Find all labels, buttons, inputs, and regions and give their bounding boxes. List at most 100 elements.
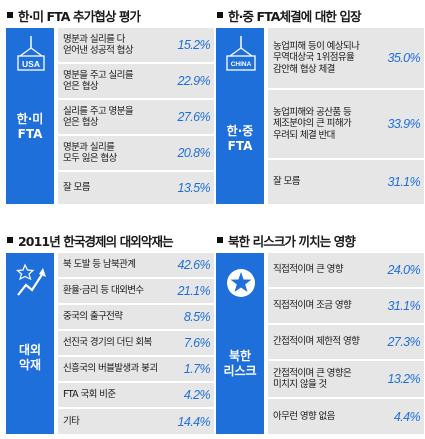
row-label: 중국의 출구전략 <box>58 311 123 323</box>
row-label-line: 제조분야의 큰 피해가 <box>273 118 352 130</box>
result-row: 신흥국의 버블발생과 붕괴 1.7% <box>58 357 214 381</box>
sidebar: CHINA 한·중 FTA <box>216 28 264 204</box>
row-label-line: 잘 모름 <box>63 182 90 194</box>
row-value: 35.0% <box>387 51 421 65</box>
sidebar-label: 한·중 FTA <box>216 124 264 154</box>
row-value: 33.9% <box>387 117 421 131</box>
panel-title-text: 한·미 FTA 추가협상 평가 <box>18 8 141 24</box>
result-row: 아무런 영향 없음 4.4% <box>268 399 424 434</box>
panel-korea-china-fta: 한·중 FTA체결에 대한 입장 CHINA 한·중 FTA 농업피해 등이 예… <box>216 4 424 204</box>
result-row: 잘 모름 13.5% <box>58 172 214 204</box>
row-label: 명분을 주고 실리를 얻은 협상 <box>58 69 134 93</box>
result-row: 직접적이며 조금 영향 31.1% <box>268 289 424 323</box>
row-label: 농업피해와 공산품 등 제조분야의 큰 피해가 우려되 체결 반대 <box>268 107 352 142</box>
sidebar: 대외 악재 <box>6 253 54 434</box>
result-row: 직접적이며 큰 영향 24.0% <box>268 253 424 287</box>
title-bullet <box>217 12 223 18</box>
usa-flag-icon: USA <box>17 36 45 71</box>
result-row: 간접적이며 제한적 영향 27.3% <box>268 325 424 359</box>
row-label-line: 중국의 출구전략 <box>63 311 123 323</box>
sidebar-label-line: 북한 <box>228 349 252 363</box>
row-value: 31.1% <box>387 175 421 189</box>
row-value: 22.9% <box>177 74 211 88</box>
result-row: 기타 14.4% <box>58 409 214 434</box>
result-row: FTA 국회 비준 4.2% <box>58 383 214 407</box>
sidebar-label-line: FTA <box>17 127 43 141</box>
panel-title: 한·미 FTA 추가협상 평가 <box>6 4 214 26</box>
row-value: 13.2% <box>387 372 421 386</box>
row-label-line: 얻은 협상 <box>63 81 99 92</box>
usa-flag-text: USA <box>22 59 40 69</box>
row-label-line: 북 도발 등 남북관계 <box>63 259 136 271</box>
row-label-line: 잘 모름 <box>273 176 300 188</box>
row-label: 환율·금리 등 대외변수 <box>58 285 144 297</box>
panel-title: 북한 리스크가 끼치는 영향 <box>216 229 424 251</box>
row-label: 직접적이며 조금 영향 <box>268 300 352 312</box>
sidebar-label-line: 한·미 <box>16 112 44 126</box>
result-row: 환율·금리 등 대외변수 21.1% <box>58 279 214 303</box>
sidebar-label-line: 대외 <box>18 343 42 357</box>
row-label: 신흥국의 버블발생과 붕괴 <box>58 363 158 375</box>
row-label: 간접적이며 제한적 영향 <box>268 336 360 348</box>
row-label: FTA 국회 비준 <box>58 389 116 401</box>
result-row: 농업피해 등이 예상되나 무역대상국 1위점유율 감안해 협상 체결 35.0% <box>268 28 424 88</box>
row-label-line: 직접적이며 조금 영향 <box>273 300 352 312</box>
result-row: 명분을 주고 실리를 얻은 협상 22.9% <box>58 64 214 98</box>
row-label: 명분과 실리를 모두 잃은 협상 <box>58 142 117 165</box>
result-row: 실리를 주고 명분을 얻은 협상 27.6% <box>58 100 214 134</box>
sidebar-label-line: FTA <box>227 139 253 153</box>
panel-title: 2011년 한국경제의 대외악재는 <box>6 229 214 251</box>
row-label-line: 기타 <box>63 415 80 427</box>
row-value: 13.5% <box>177 181 211 195</box>
row-value: 42.6% <box>177 258 211 272</box>
row-label: 직접적이며 큰 영향 <box>268 264 344 276</box>
row-label: 명분과 실리를 다 얻어낸 성공적 협상 <box>58 33 134 57</box>
china-flag-text: CHINA <box>231 61 252 68</box>
result-row: 농업피해와 공산품 등 제조분야의 큰 피해가 우려되 체결 반대 33.9% <box>268 90 424 158</box>
row-value: 31.1% <box>387 299 421 313</box>
row-label-line: 무역대상국 1위점유율 <box>273 52 355 64</box>
row-label-line: 환율·금리 등 대외변수 <box>63 285 144 297</box>
row-label-line: 직접적이며 큰 영향 <box>273 264 344 276</box>
sidebar: USA 한·미 FTA <box>6 28 54 204</box>
row-label: 선진국 경기의 더딘 회복 <box>58 337 152 349</box>
row-label-line: 명분을 주고 실리를 <box>63 69 134 81</box>
panel-title-text: 2011년 한국경제의 대외악재는 <box>18 233 174 249</box>
result-row: 잘 모름 31.1% <box>268 160 424 204</box>
row-label-line: 신흥국의 버블발생과 붕괴 <box>63 363 158 375</box>
row-value: 14.4% <box>177 414 211 429</box>
row-label-line: 명분과 실리를 <box>63 141 115 153</box>
star-emblem-icon <box>227 269 255 297</box>
panel-title-text: 한·중 FTA체결에 대한 입장 <box>228 8 362 24</box>
title-bullet <box>217 237 223 243</box>
result-row: 명분과 실리를 모두 잃은 협상 20.8% <box>58 136 214 170</box>
panel-external-risks: 2011년 한국경제의 대외악재는 대외 악재 북 도발 등 남북관계 42.6… <box>6 229 214 434</box>
china-flag-icon: CHINA <box>226 36 256 71</box>
result-row: 간접적이며 큰 영향은 미치지 않을 것 13.2% <box>268 361 424 397</box>
row-label-line: 모두 잃은 협상 <box>63 153 117 164</box>
row-label-line: 미치지 않을 것 <box>273 379 327 390</box>
row-value: 20.8% <box>177 146 211 160</box>
panel-korea-us-fta: 한·미 FTA 추가협상 평가 USA 한·미 FTA 명분과 실리를 다 얻어낸… <box>6 4 214 204</box>
row-value: 21.1% <box>177 284 211 298</box>
row-label-line: 우려되 체결 반대 <box>273 129 335 141</box>
row-label: 잘 모름 <box>268 176 300 188</box>
row-value: 15.2% <box>177 38 211 52</box>
result-row: 선진국 경기의 더딘 회복 7.6% <box>58 331 214 355</box>
sidebar-label: 북한 리스크 <box>216 349 264 379</box>
row-label-line: 얻은 협상 <box>63 117 99 128</box>
row-value: 8.5% <box>183 310 211 324</box>
row-label-line: 간접적이며 큰 영향은 <box>273 367 352 379</box>
panel-title: 한·중 FTA체결에 대한 입장 <box>216 4 424 26</box>
sidebar-label-line: 악재 <box>18 358 42 372</box>
row-label: 농업피해 등이 예상되나 무역대상국 1위점유율 감안해 협상 체결 <box>268 41 360 76</box>
row-label-line: 명분과 실리를 다 <box>63 33 125 45</box>
row-label-line: 감안해 협상 체결 <box>273 63 335 75</box>
row-label-line: 실리를 주고 명분을 <box>63 105 134 117</box>
row-label: 북 도발 등 남북관계 <box>58 259 136 271</box>
row-value: 4.4% <box>393 409 421 424</box>
row-label: 잘 모름 <box>58 182 90 194</box>
row-value: 27.6% <box>177 110 211 124</box>
row-label: 간접적이며 큰 영향은 미치지 않을 것 <box>268 367 352 391</box>
row-value: 24.0% <box>387 263 421 277</box>
